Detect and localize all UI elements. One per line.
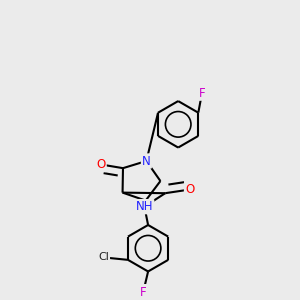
Text: NH: NH xyxy=(136,200,153,213)
Text: O: O xyxy=(185,183,194,196)
Text: N: N xyxy=(142,154,151,167)
Text: O: O xyxy=(96,158,106,171)
Text: F: F xyxy=(140,286,146,299)
Text: Cl: Cl xyxy=(98,252,109,262)
Text: F: F xyxy=(199,87,205,100)
